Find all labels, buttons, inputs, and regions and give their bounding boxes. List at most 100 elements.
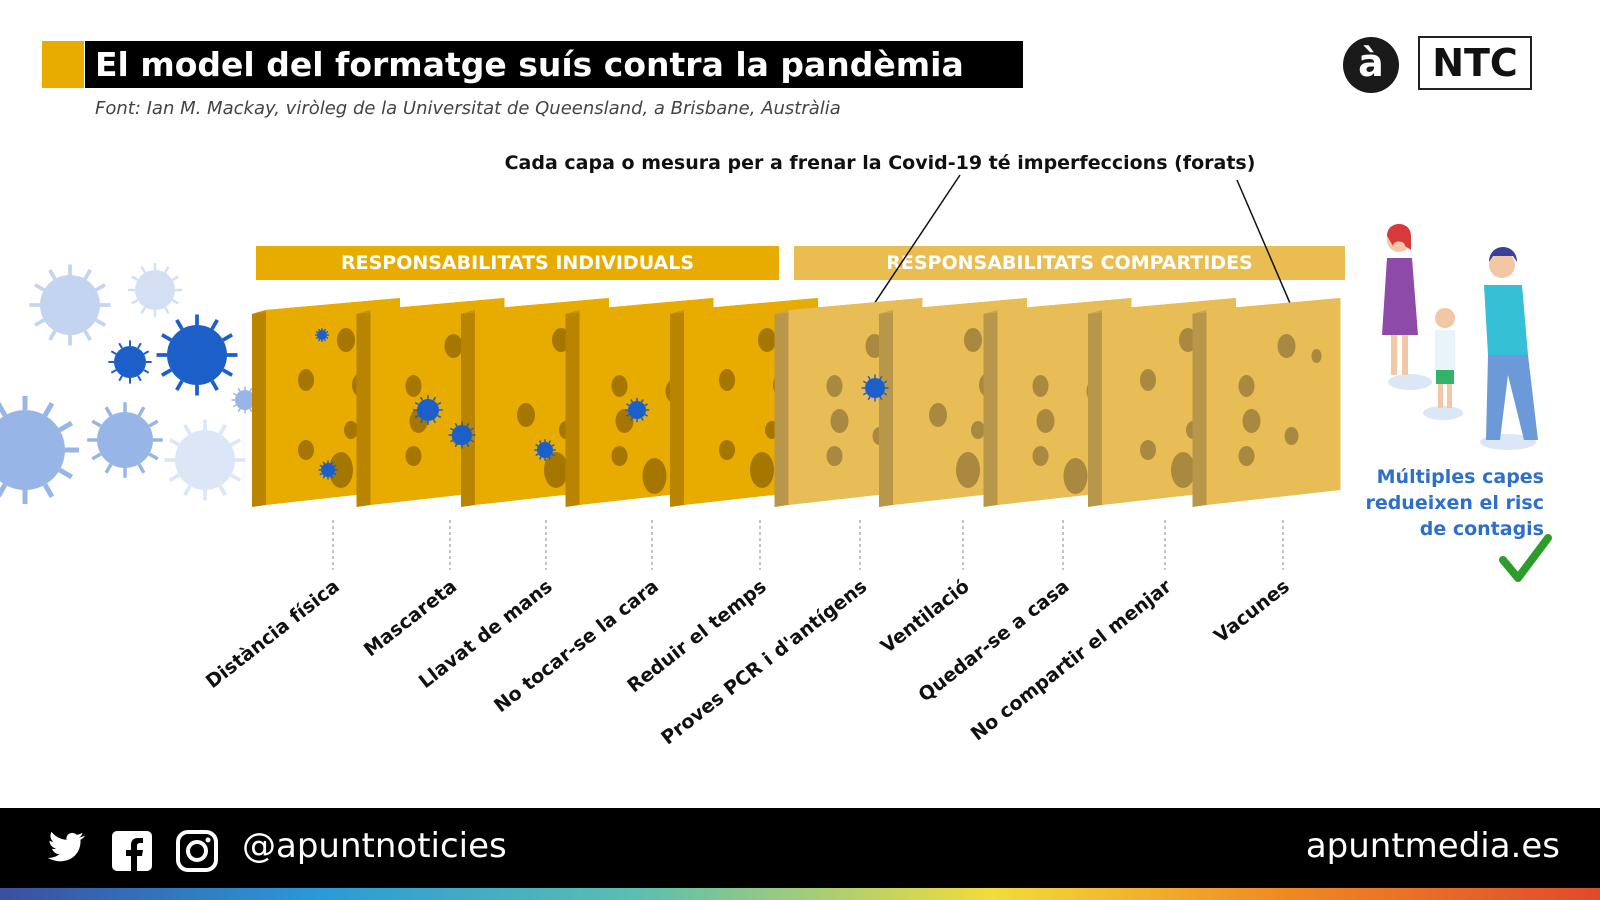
slice-side xyxy=(774,310,789,507)
virus-body xyxy=(135,270,175,310)
slice-hole xyxy=(1242,409,1261,433)
father-head xyxy=(1489,252,1515,278)
virus-spike xyxy=(470,439,475,443)
conclusion-line: redueixen el risc xyxy=(1365,492,1544,514)
checkmark-icon xyxy=(1499,534,1552,582)
slice-hole xyxy=(1036,409,1055,433)
virus-spike xyxy=(538,456,542,460)
virus-icon xyxy=(87,402,163,478)
virus-spike xyxy=(58,467,74,480)
slice-hole xyxy=(956,452,980,488)
slice-hole xyxy=(750,452,774,488)
virus-spike xyxy=(104,463,113,474)
child-head xyxy=(1435,308,1455,328)
virus-spike xyxy=(538,440,542,444)
virus-spike xyxy=(466,422,470,427)
virus-spike xyxy=(148,419,159,428)
virus-spike xyxy=(862,392,867,396)
mother-dress xyxy=(1382,258,1418,335)
child-leg xyxy=(1447,384,1452,408)
mother-leg xyxy=(1391,335,1397,375)
slice-front xyxy=(1206,298,1341,505)
virus-spike xyxy=(432,419,437,424)
virus-spike xyxy=(137,342,142,349)
virus-icon xyxy=(108,340,152,384)
virus-spike xyxy=(315,330,319,334)
virus-spike xyxy=(48,330,57,342)
shadow xyxy=(1423,406,1463,420)
virus-spike xyxy=(454,443,458,448)
virus-icon xyxy=(861,374,889,402)
virus-spike xyxy=(319,464,323,468)
slice-hole xyxy=(1063,458,1088,494)
virus-body xyxy=(628,401,646,419)
virus-spike xyxy=(232,404,237,408)
instagram-icon[interactable] xyxy=(176,830,218,872)
virus-spike xyxy=(322,461,326,465)
virus-spike xyxy=(163,265,170,274)
virus-spike xyxy=(630,399,634,403)
virus-icon xyxy=(29,264,111,346)
virus-body xyxy=(865,378,885,398)
virus-spike xyxy=(91,452,102,461)
facebook-icon[interactable] xyxy=(112,831,152,871)
virus-spike xyxy=(42,483,55,499)
virus-spike xyxy=(325,336,329,340)
virus-spike xyxy=(143,350,150,355)
slice-hole xyxy=(298,369,314,391)
virus-spike xyxy=(879,396,883,401)
slice-hole xyxy=(517,403,535,427)
virus-spike xyxy=(218,423,227,435)
virus-spike xyxy=(83,268,92,280)
father-hair xyxy=(1489,247,1517,262)
virus-spike xyxy=(249,408,253,413)
twitter-icon[interactable] xyxy=(47,831,86,862)
social-handle[interactable]: @apuntnoticies xyxy=(242,826,507,866)
virus-spike xyxy=(110,369,117,374)
virus-body xyxy=(452,425,472,445)
virus-spike xyxy=(237,408,241,413)
virus-spike xyxy=(644,413,648,417)
father-pants xyxy=(1486,355,1538,440)
virus-body xyxy=(0,410,65,490)
virus-body xyxy=(114,346,146,378)
cheese-diagram xyxy=(0,174,1552,582)
virus-spike xyxy=(163,306,170,315)
virus-spike xyxy=(137,375,142,382)
shadow xyxy=(1388,374,1432,390)
virus-spike xyxy=(83,330,92,342)
slice-hole xyxy=(719,369,735,391)
slice-hole xyxy=(1171,452,1195,488)
slice-hole xyxy=(1140,369,1156,391)
virus-spike xyxy=(33,283,45,292)
virus-body xyxy=(417,399,439,421)
virus-body xyxy=(175,430,235,490)
ntc-logo: NTC xyxy=(1418,36,1532,90)
virus-spike xyxy=(317,338,321,342)
virus-spike xyxy=(437,401,442,406)
virus-spike xyxy=(33,318,45,327)
virus-spike xyxy=(437,414,442,419)
virus-spike xyxy=(551,443,555,447)
slice-hole xyxy=(719,440,735,460)
virus-spike xyxy=(419,396,424,401)
virus-icon xyxy=(128,263,182,317)
virus-spike xyxy=(330,475,334,479)
virus-spike xyxy=(171,298,180,305)
virus-icon xyxy=(315,328,329,342)
virus-spike xyxy=(210,380,219,392)
virus-spike xyxy=(548,440,552,444)
virus-spike xyxy=(535,443,539,447)
virus-spike xyxy=(548,456,552,460)
virus-spike xyxy=(168,473,180,482)
virus-spike xyxy=(626,413,630,417)
website-link[interactable]: apuntmedia.es xyxy=(1305,826,1560,866)
virus-spike xyxy=(323,328,327,332)
slice-side xyxy=(461,310,475,507)
header-shared: RESPONSABILITATS COMPARTIDES xyxy=(794,246,1345,280)
virus-spike xyxy=(449,439,454,443)
virus-spike xyxy=(104,406,113,417)
slice-hole xyxy=(1032,446,1049,466)
virus-spike xyxy=(883,392,888,396)
virus-spike xyxy=(168,438,180,447)
